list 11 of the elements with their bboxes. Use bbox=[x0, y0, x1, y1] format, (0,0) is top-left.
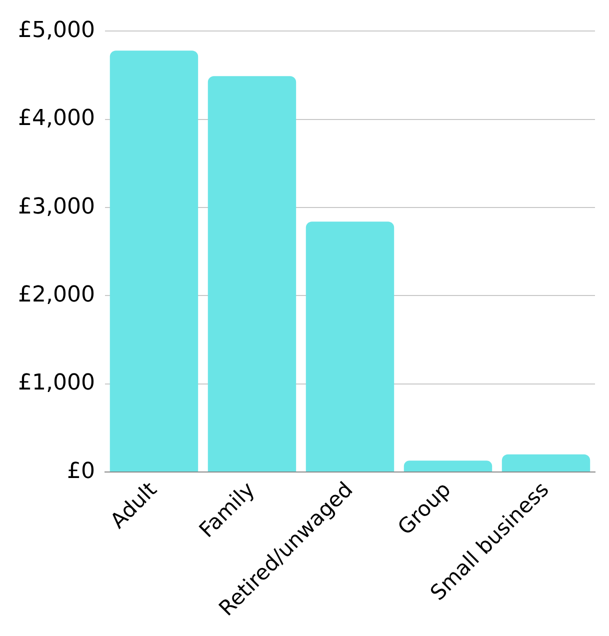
y-tick-label: £0 bbox=[66, 458, 95, 484]
bar bbox=[208, 76, 296, 472]
bar bbox=[502, 454, 590, 472]
y-tick-label: £1,000 bbox=[18, 370, 95, 396]
y-tick-label: £4,000 bbox=[18, 106, 95, 132]
y-tick-label: £5,000 bbox=[18, 18, 95, 43]
bar bbox=[404, 460, 492, 472]
bar bbox=[306, 222, 394, 472]
bar bbox=[110, 50, 198, 472]
y-tick-label: £2,000 bbox=[18, 282, 95, 308]
y-tick-label: £3,000 bbox=[18, 194, 95, 220]
